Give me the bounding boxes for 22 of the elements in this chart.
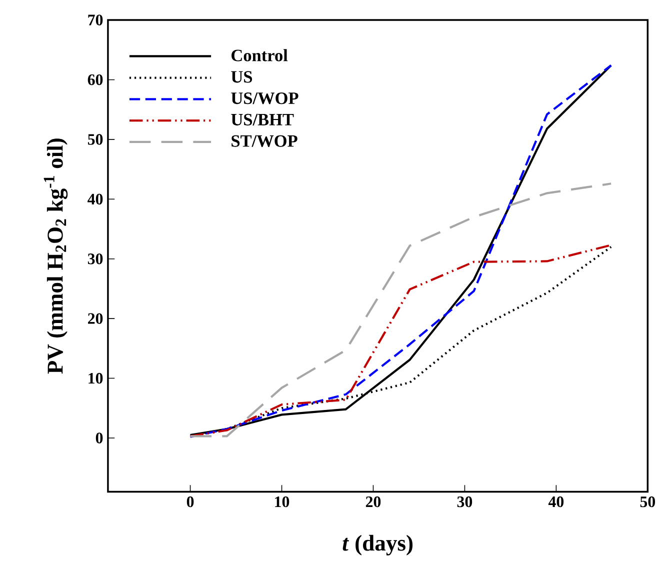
line-series: [189, 182, 612, 438]
x-tick-label: 50: [640, 496, 656, 508]
legend-label: US: [231, 71, 252, 83]
legend-label: US/WOP: [231, 92, 298, 104]
x-tick-label: 30: [457, 496, 472, 508]
legend-label: Control: [232, 49, 288, 62]
y-tick-label: 60: [88, 74, 103, 86]
x-tick-label: 0: [186, 496, 194, 508]
y-tick-label: 30: [88, 254, 103, 264]
y-tick-label: 70: [88, 14, 103, 26]
x-tick-label: 10: [275, 496, 290, 508]
y-tick-label: 20: [88, 313, 103, 324]
x-tick-label: 20: [366, 496, 381, 508]
y-tick-label: 10: [88, 373, 103, 384]
legend-label: ST/WOP: [232, 135, 298, 148]
y-axis-title: PV (mmol H$_{2}$O$_{2}$ kg$^{-1}$ oil): [44, 138, 68, 374]
legend-label: US/BHT: [231, 114, 294, 126]
y-tick-label: 0: [96, 432, 103, 444]
x-tick-label: 40: [548, 496, 564, 508]
x-axis-title: t (days): [342, 535, 413, 556]
y-tick-label: 50: [88, 134, 103, 145]
y-tick-label: 40: [88, 194, 103, 205]
